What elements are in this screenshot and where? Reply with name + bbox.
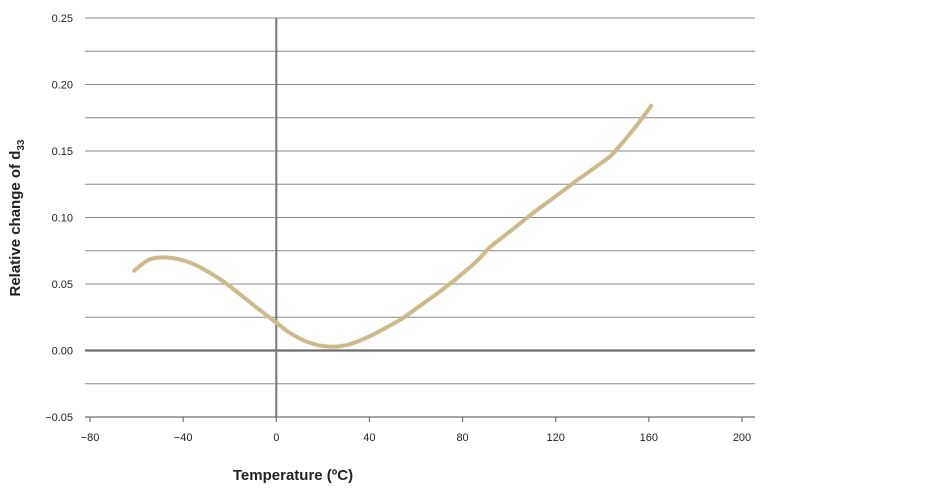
y-tick-label: 0.10: [52, 213, 73, 225]
axes: [85, 18, 755, 422]
y-tick-label: −0.05: [45, 412, 73, 424]
x-tick-label: 40: [363, 432, 375, 444]
y-axis-title-main: Relative change of d: [7, 151, 24, 297]
x-tick-label: 80: [456, 432, 468, 444]
x-tick-label: 120: [547, 432, 565, 444]
gridlines: [85, 17, 755, 418]
y-axis-title-subscript: 33: [16, 139, 27, 151]
x-tick-label: 0: [273, 432, 279, 444]
data-series-line: [132, 103, 654, 349]
y-tick-label: 0.25: [52, 13, 73, 25]
y-tick-label: 0.20: [52, 80, 73, 92]
x-tick-label: −80: [81, 432, 100, 444]
y-tick-label: 0.05: [52, 279, 73, 291]
y-tick-label: 0.15: [52, 146, 73, 158]
y-tick-labels: −0.05 0.00 0.05 0.10 0.15 0.20 0.25: [45, 13, 73, 424]
x-tick-label: −40: [174, 432, 193, 444]
x-axis-title: Temperature (ºC): [233, 467, 353, 484]
x-tick-labels: −80 −40 0 40 80 120 160 200: [81, 432, 752, 444]
y-tick-label: 0.00: [52, 346, 73, 358]
y-axis-title: Relative change of d33: [7, 139, 27, 296]
x-tick-label: 160: [640, 432, 658, 444]
x-tick-label: 200: [733, 432, 751, 444]
